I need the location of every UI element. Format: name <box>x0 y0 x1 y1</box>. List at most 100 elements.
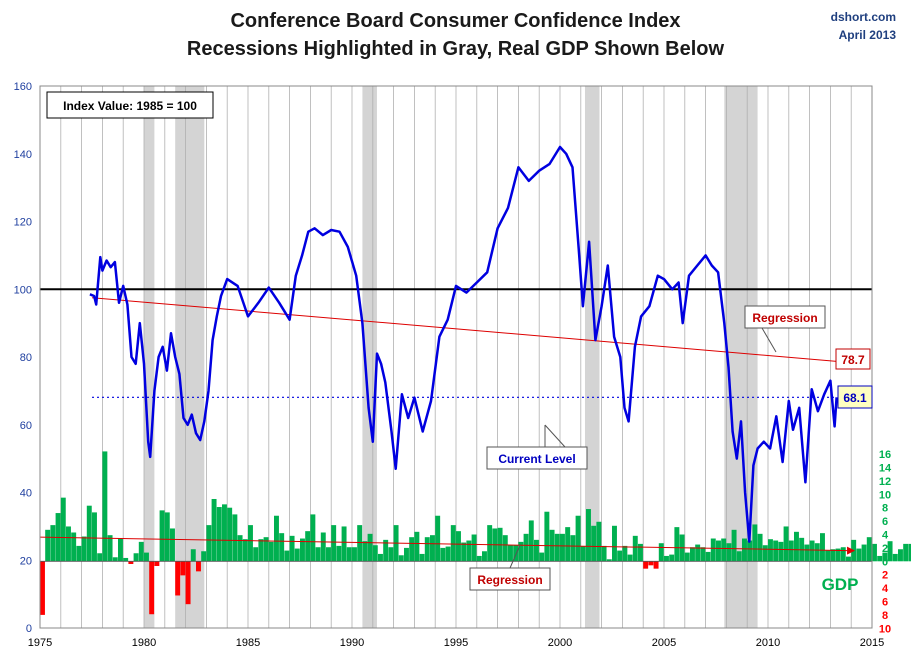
gdp-bar <box>66 526 71 562</box>
gdp-tick-label: 6 <box>882 597 888 609</box>
plot-frame <box>39 85 873 629</box>
gdp-bar <box>586 509 591 562</box>
gdp-bar <box>752 524 758 562</box>
gdp-bar <box>726 543 732 562</box>
y-tick-label: 80 <box>20 352 32 364</box>
gdp-bar <box>248 525 253 562</box>
gdp-bar <box>133 553 139 562</box>
gdp-tick-label: 14 <box>879 463 892 475</box>
gdp-bar <box>482 551 487 562</box>
gdp-bar <box>216 507 222 562</box>
gdp-bar <box>710 538 716 562</box>
gdp-bar <box>227 507 233 562</box>
gdp-bar <box>690 547 695 562</box>
gdp-bar <box>783 526 789 562</box>
gdp-bar <box>872 543 877 562</box>
gdp-bar <box>716 540 721 562</box>
gdp-bar <box>539 552 545 562</box>
gdp-bar <box>804 544 810 562</box>
gdp-bar <box>466 540 472 562</box>
regression-end-value-text: 78.7 <box>841 353 865 367</box>
y-tick-label: 100 <box>14 284 32 296</box>
gdp-bar <box>206 525 212 562</box>
gdp-bar <box>201 551 207 562</box>
gdp-bar <box>544 511 550 562</box>
gdp-bar <box>794 531 799 562</box>
gdp-tick-label: 10 <box>879 623 891 635</box>
gdp-bar <box>820 533 825 562</box>
gdp-tick-label: 4 <box>882 530 889 542</box>
gdp-bar <box>596 521 602 562</box>
gdp-bar <box>705 551 711 562</box>
gdp-bar <box>362 541 368 562</box>
gdp-bar <box>476 555 482 562</box>
regression-line <box>91 297 837 362</box>
gdp-bar <box>237 535 243 562</box>
gdp-bar <box>747 540 753 562</box>
gdp-bar <box>289 535 295 562</box>
gdp-bar <box>367 533 373 562</box>
gdp-bar <box>528 520 534 562</box>
gdp-bar <box>123 557 129 562</box>
gdp-bar <box>424 537 430 562</box>
gdp-bar <box>882 552 888 562</box>
gdp-bar <box>809 540 815 562</box>
y-tick-label: 40 <box>20 488 32 500</box>
gdp-bar <box>534 539 539 562</box>
gdp-tick-label: 16 <box>879 449 891 461</box>
y-tick-label: 160 <box>14 81 32 93</box>
y-tick-label: 120 <box>14 217 32 229</box>
gdp-bar <box>170 528 175 562</box>
gdp-bar <box>159 510 165 562</box>
gdp-bar <box>107 535 113 562</box>
gdp-bar <box>60 497 66 562</box>
gdp-tick-label: 8 <box>882 610 888 622</box>
gdp-bar <box>840 547 846 562</box>
regression-callout-box <box>744 305 826 329</box>
gdp-bar <box>310 514 316 562</box>
x-tick-label: 2000 <box>548 637 572 649</box>
gdp-bar <box>591 525 597 562</box>
gdp-bar <box>866 537 872 562</box>
gdp-bar <box>892 553 898 562</box>
x-tick-label: 1975 <box>28 637 52 649</box>
gdp-bar <box>409 537 415 562</box>
x-tick-label: 2015 <box>860 637 884 649</box>
gdp-bar-negative <box>175 561 181 596</box>
gdp-bar <box>253 547 259 562</box>
gdp-bar <box>404 547 409 562</box>
gdp-bar <box>856 548 862 562</box>
gdp-tick-label: 4 <box>882 583 889 595</box>
recession-band <box>144 86 155 628</box>
gdp-bar <box>523 533 529 562</box>
gdp-bar <box>825 550 831 562</box>
gdp-bar <box>601 545 607 562</box>
gdp-bar <box>606 559 612 562</box>
regression-end-value-box <box>835 348 871 370</box>
gdp-bar <box>331 525 337 562</box>
x-tick-label: 1980 <box>132 637 156 649</box>
gdp-bar <box>445 546 451 562</box>
gdp-bar <box>326 547 331 562</box>
gdp-bar <box>112 557 118 562</box>
gdp-bar <box>50 525 56 562</box>
gdp-bar <box>305 531 311 562</box>
gdp-bar <box>414 531 420 562</box>
gdp-bar <box>164 512 170 562</box>
gdp-bar <box>357 525 363 562</box>
gdp-bar <box>575 515 581 562</box>
gdp-bar <box>898 549 903 562</box>
gdp-bar <box>320 532 326 562</box>
gdp-bar <box>398 555 404 562</box>
gdp-bar <box>814 543 820 562</box>
gdp-tick-label: 8 <box>882 503 888 515</box>
gdp-bar-negative <box>154 561 160 566</box>
gdp-bar <box>435 515 441 562</box>
gdp-bar <box>570 535 576 562</box>
gdp-bar <box>138 541 144 562</box>
gdp-bar-negative <box>40 561 45 615</box>
gdp-bar <box>518 541 524 562</box>
gdp-bar <box>627 554 633 562</box>
gdp-bar <box>877 555 883 562</box>
